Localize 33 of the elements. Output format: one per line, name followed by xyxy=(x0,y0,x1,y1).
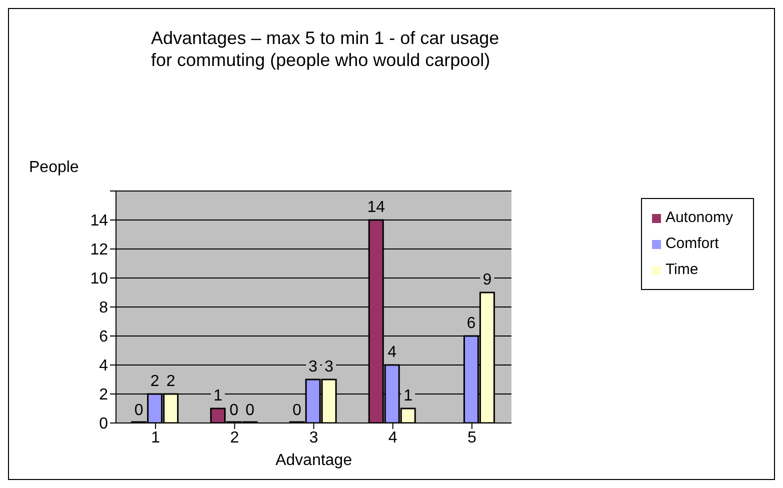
legend-label: Comfort xyxy=(665,235,719,252)
data-label: 0 xyxy=(245,402,254,419)
data-label: 6 xyxy=(466,315,476,332)
y-tick-label: 8 xyxy=(99,300,108,317)
data-label: 3 xyxy=(308,358,318,376)
x-tick-label: 2 xyxy=(230,429,240,446)
y-tick-label: 6 xyxy=(99,328,108,346)
y-tick-label: 0 xyxy=(99,416,108,433)
data-label: 1 xyxy=(404,388,413,404)
data-label: 0 xyxy=(229,402,238,419)
x-axis-title: Advantage xyxy=(275,452,352,469)
data-label: 2 xyxy=(166,373,176,390)
data-label: 1 xyxy=(213,388,222,404)
y-tick-label: 10 xyxy=(90,270,108,288)
y-tick-label: 12 xyxy=(90,242,108,259)
x-tick-label: 4 xyxy=(388,429,398,446)
x-tick-label: 3 xyxy=(309,429,318,446)
legend-label: Autonomy xyxy=(665,209,733,226)
data-label: 0 xyxy=(292,402,302,419)
y-tick-label: 2 xyxy=(99,386,108,404)
data-label: 9 xyxy=(482,272,492,288)
data-label: 14 xyxy=(367,199,386,216)
legend-label: Time xyxy=(665,261,698,278)
chart-title: Advantages – max 5 to min 1 - of car usage for commuting (people who would carpool) xyxy=(151,27,500,71)
data-label: 0 xyxy=(134,402,144,419)
x-tick-label: 1 xyxy=(151,429,160,446)
data-label: 3 xyxy=(324,358,334,376)
x-tick-label: 5 xyxy=(467,429,476,446)
y-axis-title: People xyxy=(29,159,79,177)
data-label: 2 xyxy=(150,373,160,390)
data-label: 4 xyxy=(388,344,397,361)
y-tick-label: 4 xyxy=(99,358,108,375)
y-tick-label: 14 xyxy=(90,212,108,230)
